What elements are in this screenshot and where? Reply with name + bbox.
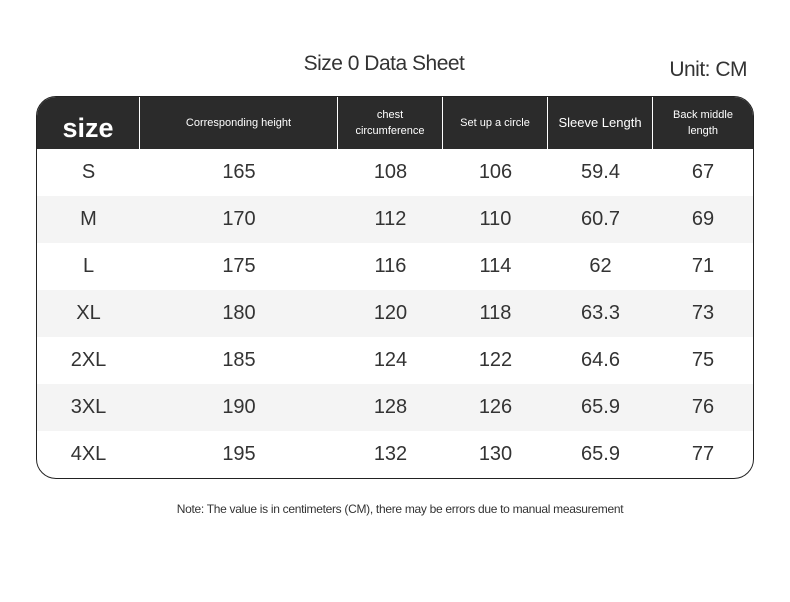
table-cell: 180 — [222, 302, 256, 324]
table-cell: 77 — [691, 443, 715, 465]
table-cell: 190 — [222, 396, 256, 418]
table-cell: 76 — [691, 396, 715, 418]
note: Note: The value is in centimeters (CM), … — [176, 502, 624, 516]
table-cell: 165 — [222, 161, 256, 183]
table-row: 2XL 185 124 122 64.6 75 — [37, 337, 753, 384]
table-cell: 110 — [479, 208, 512, 230]
header-cell: chest circumference — [338, 97, 443, 149]
table-cell: 62 — [589, 255, 612, 277]
table-cell: 67 — [691, 161, 715, 183]
size-table: size Corresponding height chest circumfere… — [36, 96, 754, 479]
table-cell: 120 — [373, 302, 408, 324]
table-cell: 71 — [691, 255, 715, 277]
table-cell: 126 — [478, 396, 513, 418]
table-cell: 195 — [222, 443, 256, 465]
table-cell: 116 — [374, 255, 407, 277]
table-cell: XL — [76, 302, 101, 324]
table-row: S 165 108 106 59.4 67 — [37, 149, 753, 196]
table-cell: 108 — [373, 161, 408, 183]
table-cell: 2XL — [70, 349, 107, 371]
title: Size 0 Data Sheet — [303, 52, 465, 75]
table-cell: 130 — [478, 443, 513, 465]
table-row: 4XL 195 132 130 65.9 77 — [37, 431, 753, 478]
table-cell: 132 — [373, 443, 408, 465]
table-cell: L — [82, 255, 95, 277]
table-cell: 63.3 — [581, 302, 620, 324]
table-cell: 122 — [478, 349, 513, 371]
table-cell: 175 — [222, 255, 256, 277]
table-cell: 124 — [373, 349, 408, 371]
table-cell: 60.7 — [581, 208, 620, 230]
table-cell: M — [80, 208, 97, 230]
table-cell: 65.9 — [581, 443, 620, 465]
table-cell: S — [81, 161, 96, 183]
header-cell: Set up a circle — [443, 97, 548, 149]
table-row: 3XL 190 128 126 65.9 76 — [37, 384, 753, 431]
table-cell: 185 — [222, 349, 256, 371]
table-cell: 3XL — [70, 396, 107, 418]
header-cell: size — [37, 97, 140, 149]
table-cell: 69 — [691, 208, 715, 230]
table-cell: 59.4 — [581, 161, 620, 183]
table-cell: 4XL — [70, 443, 107, 465]
header-row: size Corresponding height chest circumfere… — [37, 97, 753, 149]
header-cell: Sleeve Length — [548, 97, 653, 149]
table-cell: 65.9 — [581, 396, 620, 418]
table-cell: 128 — [373, 396, 408, 418]
table-cell: 73 — [691, 302, 715, 324]
table-cell: 118 — [479, 302, 512, 324]
table-row: L 175 116 114 62 71 — [37, 243, 753, 290]
table-cell: 114 — [479, 255, 512, 277]
table-cell: 170 — [222, 208, 256, 230]
header-cell: Back middle length — [673, 109, 733, 137]
header-cell: Corresponding height — [140, 97, 338, 149]
table-cell: 106 — [478, 161, 513, 183]
table-row: M 170 112 110 60.7 69 — [37, 196, 753, 243]
table-cell: 64.6 — [581, 349, 620, 371]
table-cell: 75 — [691, 349, 715, 371]
table-cell: 112 — [374, 208, 407, 230]
unit: Unit: CM — [669, 58, 747, 81]
table-row: XL 180 120 118 63.3 73 — [37, 290, 753, 337]
